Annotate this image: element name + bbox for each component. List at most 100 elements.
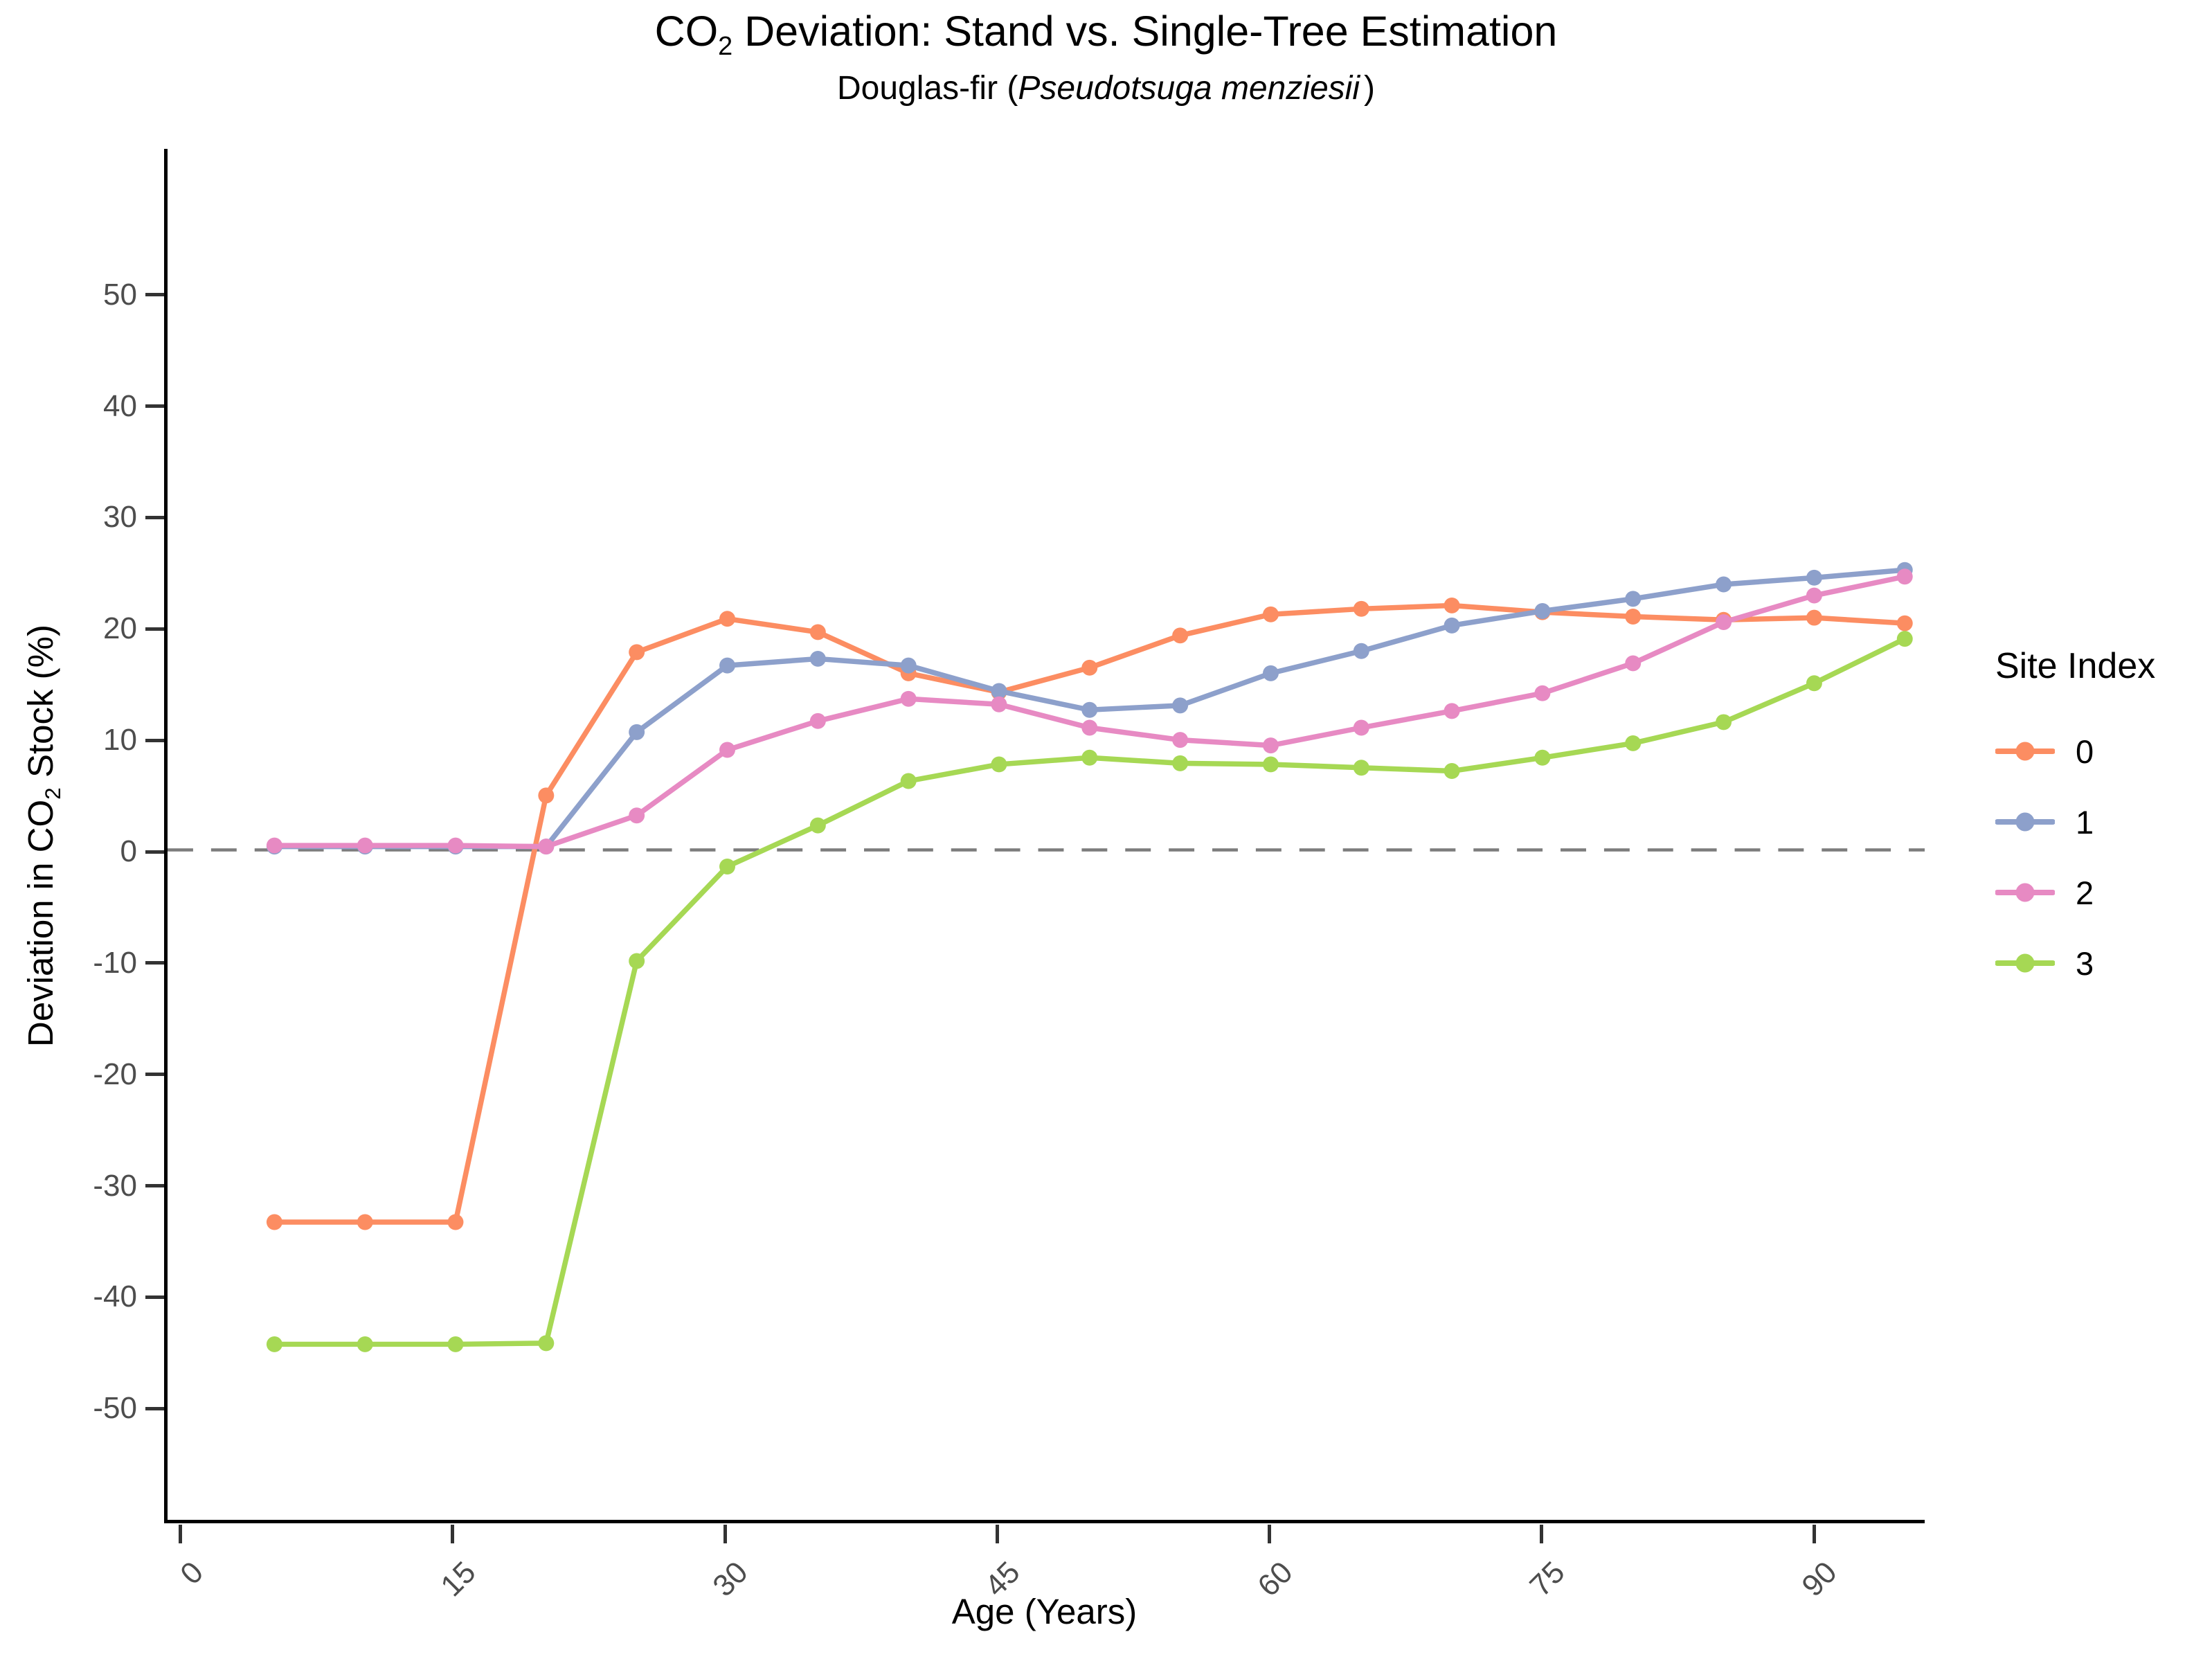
- y-tick-label-20: 20: [103, 611, 137, 646]
- data-point-series-0-age-95: [1896, 615, 1913, 631]
- x-axis-title-text: Age (Years): [951, 1592, 1138, 1631]
- x-tick-label-0: 0: [174, 1555, 210, 1591]
- data-point-series-3-age-90: [1806, 675, 1822, 692]
- y-tick-label-50: 50: [103, 277, 137, 312]
- legend-item-3: 3: [1995, 928, 2155, 998]
- data-point-series-3-age-10: [357, 1336, 373, 1352]
- data-point-series-3-age-65: [1353, 760, 1369, 776]
- legend-item-label-1: 1: [2076, 803, 2094, 841]
- subtitle-suffix: ): [1364, 70, 1375, 107]
- data-point-series-2-age-5: [266, 837, 282, 854]
- data-point-series-2-age-50: [1081, 719, 1098, 736]
- data-point-series-0-age-15: [447, 1214, 464, 1230]
- x-tick-mark-30: [723, 1525, 727, 1543]
- data-point-series-2-age-95: [1896, 568, 1913, 585]
- data-point-series-3-age-35: [809, 817, 826, 834]
- data-point-series-0-age-60: [1262, 606, 1279, 622]
- y-tick-mark--40: [145, 1295, 164, 1299]
- y-tick-mark-30: [145, 515, 164, 519]
- data-point-series-0-age-20: [538, 787, 555, 804]
- data-point-series-0-age-35: [809, 624, 826, 640]
- data-point-series-0-age-55: [1172, 627, 1189, 644]
- data-point-series-1-age-85: [1716, 576, 1732, 593]
- legend-line-dot-swatch-3: [1995, 953, 2055, 973]
- data-point-series-2-age-65: [1353, 719, 1369, 736]
- data-point-series-2-age-15: [447, 837, 464, 854]
- data-point-series-0-age-80: [1625, 609, 1642, 625]
- legend-swatch-dot: [2015, 742, 2035, 761]
- chart-svg: [168, 562, 1925, 1352]
- y-tick-mark--20: [145, 1073, 164, 1077]
- data-point-series-0-age-25: [629, 644, 645, 661]
- legend-swatch-dot: [2015, 812, 2035, 832]
- title-subscript: 2: [718, 32, 733, 62]
- data-point-series-0-age-30: [719, 611, 735, 627]
- data-point-series-2-age-60: [1262, 737, 1279, 754]
- plot-panel: [164, 149, 1925, 1523]
- data-point-series-0-age-70: [1444, 597, 1460, 613]
- data-point-series-1-age-80: [1625, 591, 1642, 607]
- data-point-series-0-age-50: [1081, 659, 1098, 676]
- data-point-series-3-age-55: [1172, 755, 1189, 771]
- data-point-series-1-age-50: [1081, 701, 1098, 718]
- data-point-series-1-age-90: [1806, 569, 1822, 586]
- legend: Site Index 0 1 2 3: [1995, 645, 2155, 998]
- data-point-series-1-age-35: [809, 650, 826, 667]
- legend-items: 0 1 2 3: [1995, 716, 2155, 998]
- series-line-0: [271, 602, 1907, 1225]
- data-point-series-0-age-10: [357, 1214, 373, 1230]
- legend-item-label-0: 0: [2076, 733, 2094, 770]
- title-rest: Deviation: Stand vs. Single-Tree Estimat…: [732, 8, 1558, 55]
- legend-line-dot-swatch-0: [1995, 742, 2055, 761]
- y-tick-mark-50: [145, 293, 164, 297]
- title-prefix: CO: [654, 8, 719, 55]
- x-tick-mark-60: [1268, 1525, 1272, 1543]
- data-point-series-3-age-45: [991, 756, 1007, 773]
- y-tick-label--10: -10: [93, 945, 137, 980]
- data-point-series-1-age-65: [1353, 643, 1369, 659]
- legend-swatch-dot: [2015, 953, 2035, 973]
- x-tick-mark-0: [179, 1525, 183, 1543]
- data-point-series-1-age-70: [1444, 617, 1460, 634]
- x-tick-mark-90: [1812, 1525, 1816, 1543]
- data-point-series-3-age-25: [629, 953, 645, 969]
- data-point-series-3-age-60: [1262, 756, 1279, 773]
- data-point-series-3-age-30: [719, 859, 735, 875]
- data-point-series-3-age-5: [266, 1336, 282, 1352]
- legend-item-2: 2: [1995, 857, 2155, 928]
- y-tick-label-40: 40: [103, 388, 137, 423]
- data-point-series-3-age-70: [1444, 763, 1460, 780]
- x-tick-mark-75: [1540, 1525, 1544, 1543]
- data-point-series-3-age-95: [1896, 631, 1913, 647]
- y-tick-mark--50: [145, 1406, 164, 1410]
- data-point-series-1-age-55: [1172, 697, 1189, 714]
- legend-title: Site Index: [1995, 646, 2156, 686]
- legend-swatch-dot: [2015, 883, 2035, 902]
- data-point-series-2-age-80: [1625, 655, 1642, 672]
- data-point-series-2-age-25: [629, 807, 645, 824]
- data-point-series-2-age-55: [1172, 732, 1189, 748]
- y-tick-mark--10: [145, 961, 164, 965]
- chart-subtitle: Douglas-fir (Pseudotsuga menziesii): [0, 68, 2212, 109]
- data-point-series-2-age-40: [900, 690, 917, 707]
- subtitle-prefix: Douglas-fir (: [836, 70, 1018, 107]
- data-point-series-1-age-60: [1262, 665, 1279, 681]
- legend-item-1: 1: [1995, 787, 2155, 857]
- y-tick-label--40: -40: [93, 1280, 137, 1314]
- data-point-series-2-age-85: [1716, 614, 1732, 631]
- legend-item-label-2: 2: [2076, 874, 2094, 911]
- data-point-series-2-age-35: [809, 712, 826, 729]
- data-point-series-2-age-45: [991, 696, 1007, 712]
- data-point-series-3-age-50: [1081, 749, 1098, 766]
- data-point-series-1-age-75: [1534, 603, 1551, 619]
- data-point-series-2-age-75: [1534, 685, 1551, 701]
- y-tick-mark-40: [145, 404, 164, 409]
- y-tick-mark-20: [145, 627, 164, 631]
- data-point-series-2-age-90: [1806, 587, 1822, 604]
- y-tick-label--20: -20: [93, 1057, 137, 1091]
- data-point-series-3-age-75: [1534, 749, 1551, 766]
- data-point-series-2-age-10: [357, 837, 373, 854]
- subtitle-species-name: Pseudotsuga menziesii: [1018, 70, 1360, 107]
- data-point-series-3-age-15: [447, 1336, 464, 1352]
